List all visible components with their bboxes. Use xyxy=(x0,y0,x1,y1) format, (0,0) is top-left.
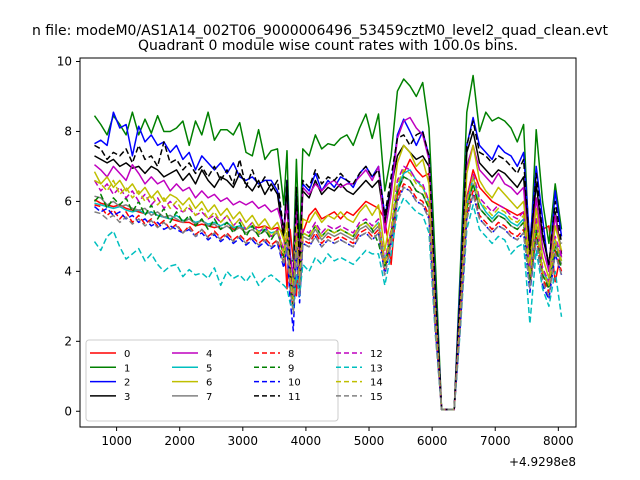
legend-label-2: 2 xyxy=(124,378,130,389)
y-tick-label: 2 xyxy=(64,334,72,348)
x-tick-label: 3000 xyxy=(228,434,259,448)
y-tick-label: 6 xyxy=(64,194,72,208)
y-tick-label: 8 xyxy=(64,124,72,138)
series-line-10 xyxy=(94,186,563,411)
legend-label-7: 7 xyxy=(206,392,212,403)
legend-label-9: 9 xyxy=(288,363,294,374)
legend-box xyxy=(85,339,339,422)
x-tick-label: 6000 xyxy=(417,434,448,448)
x-tick-label: 5000 xyxy=(354,434,385,448)
series-line-12 xyxy=(93,165,563,411)
legend-label-5: 5 xyxy=(206,363,212,374)
x-tick-label: 7000 xyxy=(480,434,511,448)
y-tick-label: 0 xyxy=(64,404,72,418)
x-offset-label: +4.9298e8 xyxy=(509,455,576,469)
legend-label-12: 12 xyxy=(370,349,383,360)
y-tick-label: 4 xyxy=(64,264,72,278)
legend-label-10: 10 xyxy=(288,378,301,389)
x-tick-label: 8000 xyxy=(543,434,574,448)
legend-label-8: 8 xyxy=(288,349,294,360)
series-line-7 xyxy=(94,176,563,411)
series-line-8 xyxy=(94,183,563,411)
y-tick-label: 10 xyxy=(57,54,72,68)
legend-label-0: 0 xyxy=(124,349,130,360)
legend-label-6: 6 xyxy=(206,378,212,389)
figure-suptitle: n file: modeM0/AS1A14_002T06_9000006496_… xyxy=(32,23,609,39)
series-line-1 xyxy=(93,74,563,411)
legend-label-13: 13 xyxy=(370,363,383,374)
series-line-0 xyxy=(94,158,563,411)
series-lines xyxy=(93,74,563,411)
legend-label-14: 14 xyxy=(370,378,383,389)
legend-label-3: 3 xyxy=(124,392,130,403)
legend-label-4: 4 xyxy=(206,349,212,360)
legend-label-15: 15 xyxy=(370,392,383,403)
series-line-14 xyxy=(94,169,563,411)
series-line-11 xyxy=(94,120,563,411)
series-line-6 xyxy=(93,144,563,411)
legend-label-1: 1 xyxy=(124,363,130,374)
plot-frame xyxy=(79,57,577,428)
legend-label-11: 11 xyxy=(288,392,301,403)
series-line-15 xyxy=(94,186,563,411)
series-line-4 xyxy=(94,116,563,411)
series-line-9 xyxy=(93,176,563,411)
x-tick-label: 2000 xyxy=(164,434,195,448)
chart-title: Quadrant 0 module wise count rates with … xyxy=(138,38,518,54)
series-line-13 xyxy=(93,197,563,411)
x-tick-label: 4000 xyxy=(291,434,322,448)
series-line-2 xyxy=(94,111,563,411)
x-tick-label: 1000 xyxy=(101,434,132,448)
